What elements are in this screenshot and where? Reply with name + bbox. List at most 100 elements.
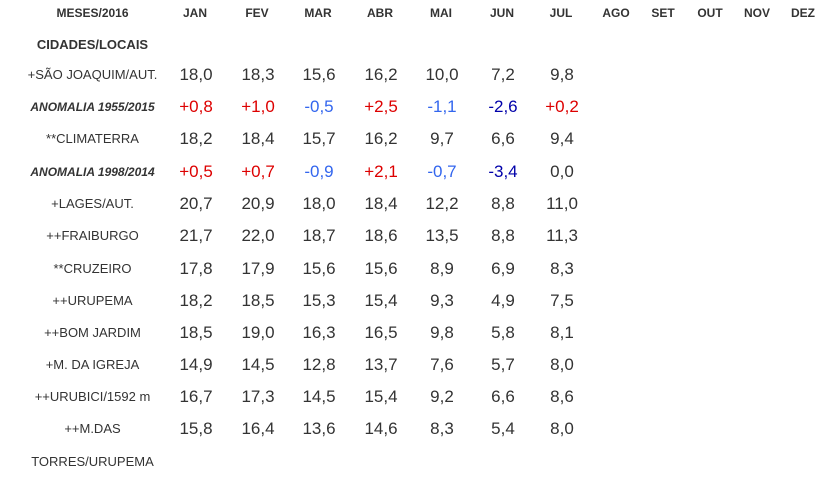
value-cell: 15,4: [364, 291, 398, 310]
value-cell: 18,4: [364, 194, 398, 213]
value-cell: 4,9: [491, 291, 515, 310]
row-label: +SÃO JOAQUIM/AUT.: [27, 67, 158, 82]
month-abr: ABR: [367, 6, 393, 20]
month-set: SET: [651, 6, 675, 20]
value-cell: +0,7: [241, 162, 275, 181]
value-cell: 19,0: [241, 323, 275, 342]
value-cell: 16,4: [241, 419, 275, 438]
value-cell: 8,0: [550, 419, 574, 438]
value-cell: 11,3: [546, 226, 578, 245]
value-cell: +1,0: [241, 97, 275, 116]
value-cell: 5,8: [491, 323, 515, 342]
value-cell: 9,7: [430, 129, 454, 148]
value-cell: -0,9: [304, 162, 334, 181]
header-label: MESES/2016: [56, 6, 129, 20]
table-row: ++URUBICI/1592 m 16,7 17,3 14,5 15,4 9,2 6,6 8,…: [0, 381, 827, 413]
value-cell: 14,9: [179, 355, 213, 374]
value-cell: +2,5: [364, 97, 398, 116]
value-cell: 8,9: [430, 259, 454, 278]
value-cell: 9,3: [430, 291, 454, 310]
value-cell: 7,6: [430, 355, 454, 374]
value-cell: 7,5: [550, 291, 574, 310]
value-cell: 18,3: [241, 65, 275, 84]
value-cell: 8,8: [491, 226, 515, 245]
footer-row: TORRES/URUPEMA: [0, 446, 827, 478]
value-cell: 18,2: [179, 291, 213, 310]
value-cell: 18,0: [302, 194, 336, 213]
value-cell: 18,5: [179, 323, 213, 342]
table-row: +SÃO JOAQUIM/AUT. 18,0 18,3 15,6 16,2 10,0 7,2…: [0, 59, 827, 91]
month-mai: MAI: [430, 6, 452, 20]
value-cell: 8,8: [491, 194, 515, 213]
value-cell: -2,6: [488, 97, 518, 116]
row-label: ++URUBICI/1592 m: [34, 389, 151, 404]
value-cell: 15,8: [179, 419, 213, 438]
value-cell: 15,4: [364, 387, 398, 406]
value-cell: 14,6: [364, 419, 398, 438]
table-row: ANOMALIA 1998/2014 +0,5 +0,7 -0,9 +2,1 -0,7 -3…: [0, 156, 827, 188]
table-row: +LAGES/AUT. 20,7 20,9 18,0 18,4 12,2 8,8 11,0: [0, 188, 827, 220]
month-jun: JUN: [489, 6, 514, 20]
table-row: ++URUPEMA 18,2 18,5 15,3 15,4 9,3 4,9 7,5: [0, 285, 827, 317]
value-cell: 16,7: [179, 387, 213, 406]
month-jan: JAN: [182, 6, 207, 20]
value-cell: 16,5: [364, 323, 398, 342]
table-row: ANOMALIA 1955/2015 +0,8 +1,0 -0,5 +2,5 -1,1 -2…: [0, 91, 827, 123]
table-row: ++BOM JARDIM 18,5 19,0 16,3 16,5 9,8 5,8 8,1: [0, 317, 827, 349]
value-cell: 11,0: [546, 194, 578, 213]
value-cell: 6,6: [491, 387, 515, 406]
value-cell: -0,7: [427, 162, 457, 181]
value-cell: 14,5: [302, 387, 336, 406]
value-cell: 15,6: [302, 65, 336, 84]
value-cell: 10,0: [425, 65, 459, 84]
row-label: ++M.DAS: [64, 421, 121, 436]
value-cell: 5,4: [491, 419, 515, 438]
table-row: ++M.DAS 15,8 16,4 13,6 14,6 8,3 5,4 8,0: [0, 413, 827, 445]
month-mar: MAR: [304, 6, 332, 20]
value-cell: 0,0: [550, 162, 574, 181]
table-row: ++FRAIBURGO 21,7 22,0 18,7 18,6 13,5 8,8 11,3: [0, 220, 827, 252]
header-row: MESES/2016 JAN FEV MAR ABR MAI JUN JUL A…: [0, 0, 827, 29]
value-cell: 6,6: [491, 129, 515, 148]
value-cell: 22,0: [241, 226, 275, 245]
value-cell: 18,6: [364, 226, 398, 245]
value-cell: 5,7: [491, 355, 515, 374]
value-cell: 21,7: [179, 226, 213, 245]
value-cell: 13,5: [425, 226, 459, 245]
value-cell: -1,1: [427, 97, 457, 116]
table-row: +M. DA IGREJA 14,9 14,5 12,8 13,7 7,6 5,7 8,0: [0, 349, 827, 381]
row-label: **CLIMATERRA: [46, 131, 139, 146]
value-cell: 13,7: [364, 355, 398, 374]
value-cell: 9,2: [430, 387, 454, 406]
value-cell: 9,8: [430, 323, 454, 342]
value-cell: 17,8: [179, 259, 213, 278]
row-label: ++BOM JARDIM: [44, 325, 141, 340]
value-cell: 16,3: [302, 323, 336, 342]
value-cell: 6,9: [491, 259, 515, 278]
value-cell: +0,2: [545, 97, 579, 116]
subheader-row: CIDADES/LOCAIS: [0, 29, 827, 61]
row-label: ANOMALIA 1998/2014: [30, 165, 155, 179]
row-label: +LAGES/AUT.: [51, 196, 134, 211]
value-cell: 20,7: [179, 194, 213, 213]
row-label: ++FRAIBURGO: [46, 228, 139, 243]
value-cell: 8,3: [430, 419, 454, 438]
row-label: **CRUZEIRO: [53, 261, 132, 276]
value-cell: 15,3: [302, 291, 336, 310]
value-cell: 9,4: [550, 129, 574, 148]
row-label: ANOMALIA 1955/2015: [30, 100, 155, 114]
value-cell: -3,4: [488, 162, 518, 181]
value-cell: -0,5: [304, 97, 334, 116]
value-cell: +2,1: [364, 162, 398, 181]
value-cell: 16,2: [364, 65, 398, 84]
value-cell: 18,5: [241, 291, 275, 310]
value-cell: +0,5: [179, 162, 213, 181]
value-cell: 8,3: [550, 259, 574, 278]
value-cell: 12,2: [425, 194, 459, 213]
value-cell: 18,7: [302, 226, 336, 245]
value-cell: 13,6: [302, 419, 336, 438]
month-ago: AGO: [602, 6, 630, 20]
row-label: +M. DA IGREJA: [45, 357, 140, 372]
value-cell: 17,3: [241, 387, 275, 406]
value-cell: 8,0: [550, 355, 574, 374]
